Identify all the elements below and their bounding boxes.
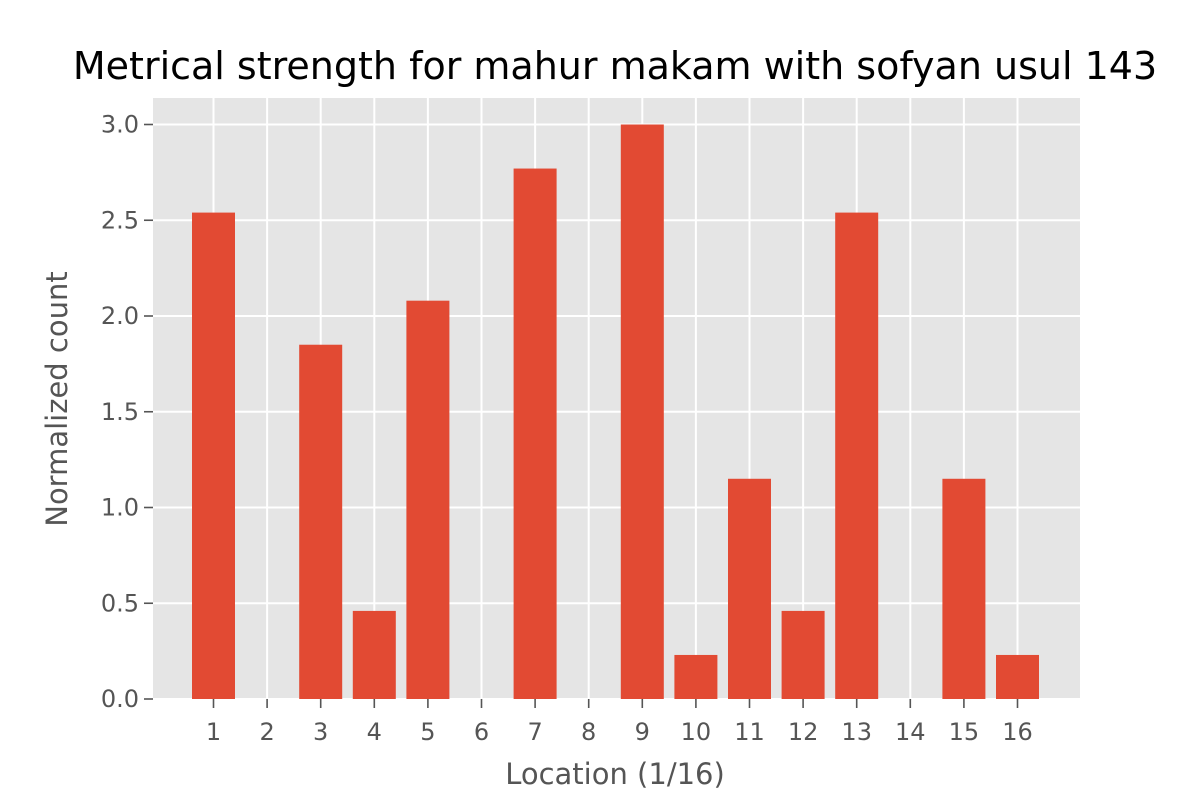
y-tick-label: 2.0 [101, 302, 139, 330]
bar [352, 610, 396, 699]
x-tick-label: 10 [681, 718, 712, 746]
y-tick-label: 0.5 [101, 589, 139, 617]
bar [192, 212, 235, 699]
x-axis-label: Location (1/16) [505, 757, 725, 791]
x-tick-label: 13 [841, 718, 872, 746]
bars [192, 124, 1039, 700]
y-tick-label: 1.5 [101, 398, 139, 426]
x-tick-label: 12 [788, 718, 819, 746]
plot-background [153, 98, 1080, 699]
y-tick-label: 1.0 [101, 494, 139, 522]
bar [781, 610, 825, 699]
bar [299, 344, 343, 699]
bar [942, 478, 986, 699]
x-tick-label: 4 [367, 718, 382, 746]
bar [996, 654, 1039, 699]
x-tick-label: 3 [313, 718, 328, 746]
y-tick-label: 0.0 [101, 685, 139, 713]
y-tick-label: 3.0 [101, 111, 139, 139]
x-tick-label: 1 [206, 718, 221, 746]
bar [406, 300, 450, 699]
x-tick-label: 7 [527, 718, 542, 746]
bar [835, 212, 879, 699]
chart-title: Metrical strength for mahur makam with s… [73, 44, 1157, 88]
x-tick-label: 11 [734, 718, 765, 746]
x-tick-label: 16 [1002, 718, 1033, 746]
bar [674, 654, 718, 699]
x-axis-ticks: 1 2 3 4 5 6 7 8 9 10 11 12 13 14 15 16 [206, 699, 1033, 746]
x-tick-label: 14 [895, 718, 926, 746]
x-tick-label: 15 [949, 718, 980, 746]
x-tick-label: 8 [581, 718, 596, 746]
x-tick-label: 6 [474, 718, 489, 746]
x-tick-label: 2 [259, 718, 274, 746]
x-tick-label: 9 [635, 718, 650, 746]
y-tick-label: 2.5 [101, 206, 139, 234]
y-axis-label: Normalized count [40, 271, 74, 527]
bar [620, 124, 664, 699]
bar [728, 478, 771, 699]
x-tick-label: 5 [420, 718, 435, 746]
bar [513, 168, 557, 700]
y-axis-ticks: 0.0 0.5 1.0 1.5 2.0 2.5 3.0 [101, 111, 153, 713]
